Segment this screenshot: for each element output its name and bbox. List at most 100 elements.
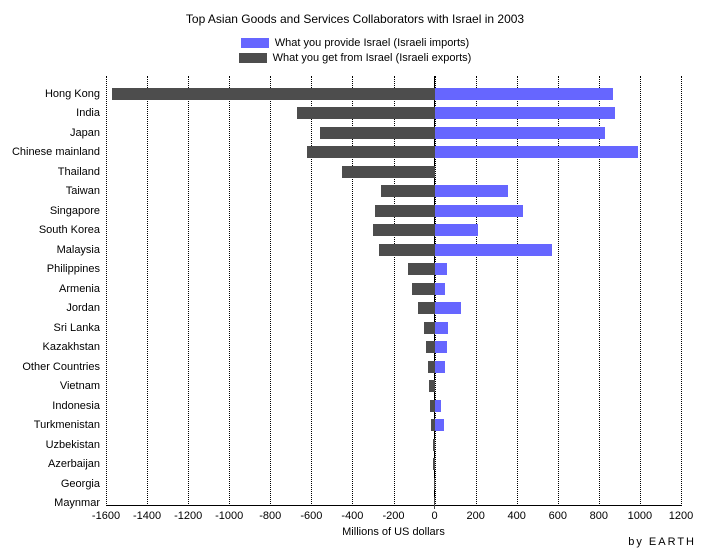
bar-exports bbox=[431, 419, 434, 431]
category-label: Chinese mainland bbox=[12, 146, 100, 158]
category-label: Indonesia bbox=[52, 400, 100, 412]
x-tick-label: -1000 bbox=[215, 510, 243, 522]
legend-swatch-imports bbox=[241, 38, 269, 48]
bar-imports bbox=[435, 146, 638, 158]
x-tick-label: -1600 bbox=[92, 510, 120, 522]
x-tick-label: 1000 bbox=[628, 510, 652, 522]
x-tick-label: 1200 bbox=[669, 510, 693, 522]
bar-exports bbox=[297, 107, 435, 119]
category-label: Philippines bbox=[47, 263, 100, 275]
bar-imports bbox=[435, 224, 478, 236]
category-label: Maynmar bbox=[54, 497, 100, 509]
bar-exports bbox=[320, 127, 435, 139]
gridline bbox=[270, 76, 271, 506]
x-tick-label: -200 bbox=[382, 510, 404, 522]
bar-exports bbox=[434, 478, 435, 490]
x-tick-label: 400 bbox=[508, 510, 526, 522]
bar-imports bbox=[435, 263, 447, 275]
x-tick-label: -1200 bbox=[174, 510, 202, 522]
gridline bbox=[394, 76, 395, 506]
category-label: Georgia bbox=[61, 478, 100, 490]
category-label: South Korea bbox=[39, 224, 100, 236]
bar-exports bbox=[430, 400, 434, 412]
bar-imports bbox=[435, 185, 509, 197]
gridline bbox=[147, 76, 148, 506]
bar-exports bbox=[381, 185, 434, 197]
chart-container: Top Asian Goods and Services Collaborato… bbox=[0, 0, 710, 556]
bar-imports bbox=[435, 400, 441, 412]
x-tick-label: -600 bbox=[300, 510, 322, 522]
gridline bbox=[106, 76, 107, 506]
bar-imports bbox=[435, 127, 605, 139]
plot-area: -1600-1400-1200-1000-800-600-400-2000200… bbox=[106, 76, 681, 506]
category-label: Uzbekistan bbox=[46, 439, 100, 451]
bar-exports bbox=[428, 361, 434, 373]
bar-imports bbox=[435, 244, 552, 256]
category-label: Malaysia bbox=[57, 244, 100, 256]
credit: by EARTH bbox=[628, 536, 696, 548]
bar-imports bbox=[435, 302, 462, 314]
bar-imports bbox=[435, 283, 445, 295]
bar-exports bbox=[408, 263, 435, 275]
bar-exports bbox=[342, 166, 434, 178]
bar-exports bbox=[307, 146, 434, 158]
bar-exports bbox=[433, 439, 435, 451]
bar-exports bbox=[426, 341, 434, 353]
bar-imports bbox=[435, 419, 444, 431]
legend: What you provide Israel (Israeli imports… bbox=[0, 36, 710, 66]
gridline bbox=[476, 76, 477, 506]
legend-item-imports: What you provide Israel (Israeli imports… bbox=[241, 37, 469, 49]
category-label: Sri Lanka bbox=[54, 322, 100, 334]
legend-swatch-exports bbox=[239, 53, 267, 63]
bar-imports bbox=[435, 205, 523, 217]
bar-imports bbox=[435, 322, 448, 334]
gridline bbox=[517, 76, 518, 506]
x-tick-label: 800 bbox=[590, 510, 608, 522]
category-label: Singapore bbox=[50, 205, 100, 217]
gridline bbox=[640, 76, 641, 506]
category-label: Hong Kong bbox=[45, 88, 100, 100]
category-label: Jordan bbox=[66, 302, 100, 314]
bar-exports bbox=[433, 458, 435, 470]
gridline bbox=[311, 76, 312, 506]
category-label: Vietnam bbox=[60, 380, 100, 392]
bar-exports bbox=[429, 380, 434, 392]
category-label: Other Countries bbox=[22, 361, 100, 373]
legend-label-exports: What you get from Israel (Israeli export… bbox=[273, 52, 472, 64]
bar-exports bbox=[112, 88, 434, 100]
bar-exports bbox=[418, 302, 434, 314]
x-tick-label: 0 bbox=[432, 510, 438, 522]
gridline bbox=[229, 76, 230, 506]
bar-exports bbox=[375, 205, 435, 217]
legend-item-exports: What you get from Israel (Israeli export… bbox=[239, 52, 472, 64]
bar-exports bbox=[434, 497, 435, 509]
category-label: Azerbaijan bbox=[48, 458, 100, 470]
category-label: Japan bbox=[70, 127, 100, 139]
x-tick-label: -800 bbox=[259, 510, 281, 522]
x-axis-title: Millions of US dollars bbox=[106, 526, 681, 538]
x-axis-line bbox=[106, 505, 681, 506]
legend-label-imports: What you provide Israel (Israeli imports… bbox=[275, 37, 469, 49]
x-tick-label: 200 bbox=[466, 510, 484, 522]
x-tick-label: -1400 bbox=[133, 510, 161, 522]
chart-title: Top Asian Goods and Services Collaborato… bbox=[0, 12, 710, 26]
category-label: Kazakhstan bbox=[43, 341, 100, 353]
bar-exports bbox=[412, 283, 435, 295]
bar-imports bbox=[435, 107, 616, 119]
gridline bbox=[599, 76, 600, 506]
bar-imports bbox=[435, 88, 614, 100]
x-tick-label: 600 bbox=[549, 510, 567, 522]
category-label: India bbox=[76, 107, 100, 119]
bar-imports bbox=[435, 361, 445, 373]
category-label: Taiwan bbox=[66, 185, 100, 197]
category-label: Thailand bbox=[58, 166, 100, 178]
gridline bbox=[188, 76, 189, 506]
gridline bbox=[681, 76, 682, 506]
bar-exports bbox=[379, 244, 434, 256]
bar-imports bbox=[435, 341, 447, 353]
gridline bbox=[558, 76, 559, 506]
x-tick-label: -400 bbox=[341, 510, 363, 522]
bar-exports bbox=[424, 322, 434, 334]
category-label: Armenia bbox=[59, 283, 100, 295]
bar-exports bbox=[373, 224, 435, 236]
